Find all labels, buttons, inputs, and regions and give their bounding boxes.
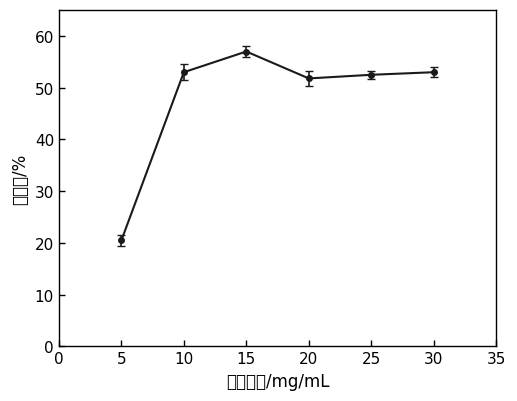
Y-axis label: 抑制率/%: 抑制率/% <box>11 153 29 205</box>
X-axis label: 多糖浓度/mg/mL: 多糖浓度/mg/mL <box>226 372 329 390</box>
